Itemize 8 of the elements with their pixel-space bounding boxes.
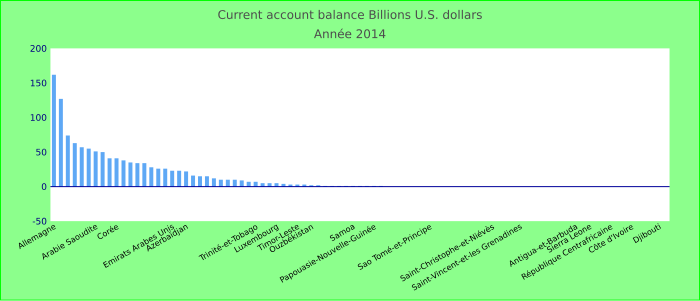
y-tick-label: 200 xyxy=(30,45,46,52)
y-tick-label: 150 xyxy=(30,80,46,87)
chart-subtitle: Année 2014 xyxy=(314,28,386,39)
y-tick-label: -50 xyxy=(32,218,46,225)
y-tick-label: 0 xyxy=(42,183,46,190)
y-tick-label: 100 xyxy=(30,114,46,122)
chart-title: Current account balance Billions U.S. dollars xyxy=(218,10,482,20)
y-tick-label: 50 xyxy=(36,148,46,156)
